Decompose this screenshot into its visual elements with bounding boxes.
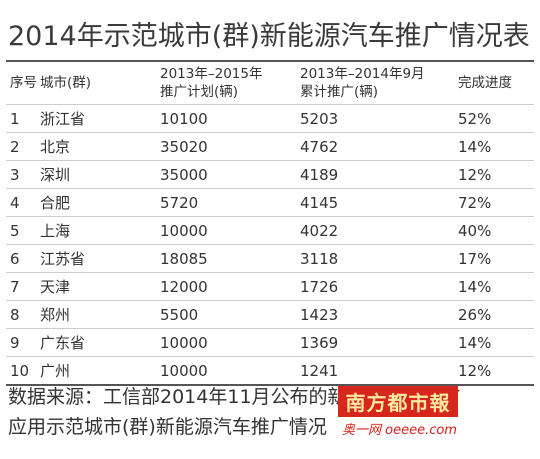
table-cell: 10000 — [160, 333, 208, 352]
header-cell: 2013年–2015年 推广计划(辆) — [160, 62, 262, 104]
watermark-site: 奥一网 oeeee.com — [338, 417, 458, 440]
source-line: 应用示范城市(群)新能源汽车推广情况 — [8, 416, 327, 438]
table-cell: 1423 — [300, 305, 339, 324]
table-cell: 52% — [458, 109, 492, 128]
table-cell: 2 — [10, 137, 20, 156]
table-cell: 3118 — [300, 249, 339, 268]
table-cell: 5203 — [300, 109, 339, 128]
header-text: 2013年–2014年9月 — [300, 66, 425, 82]
table-row: 2 北京 35020 4762 14% — [6, 132, 534, 160]
table-row: 10 广州 10000 1241 12% — [6, 356, 534, 384]
table-row: 1 浙江省 10100 5203 52% — [6, 104, 534, 132]
table-cell: 3 — [10, 165, 20, 184]
table-cell: 9 — [10, 333, 20, 352]
table-cell: 合肥 — [40, 193, 71, 212]
header-text: 城市(群) — [40, 75, 92, 91]
table-cell: 1726 — [300, 277, 339, 296]
table-cell: 26% — [458, 305, 492, 324]
table-cell: 1241 — [300, 361, 339, 380]
table-row: 7 天津 12000 1726 14% — [6, 272, 534, 300]
table-cell: 4 — [10, 193, 20, 212]
table-row: 6 江苏省 18085 3118 17% — [6, 244, 534, 272]
table-cell: 4189 — [300, 165, 339, 184]
table-cell: 10000 — [160, 221, 208, 240]
table-cell: 12000 — [160, 277, 208, 296]
table-cell: 江苏省 — [40, 249, 86, 268]
table-cell: 10000 — [160, 361, 208, 380]
table-cell: 广州 — [40, 361, 71, 380]
table-row: 3 深圳 35000 4189 12% — [6, 160, 534, 188]
header-cell: 城市(群) — [40, 62, 91, 104]
header-text: 推广计划(辆) — [160, 84, 239, 100]
table-cell: 1369 — [300, 333, 339, 352]
watermark: 南方都市報 奥一网 oeeee.com — [338, 386, 458, 440]
table-cell: 17% — [458, 249, 492, 268]
header-cell: 2013年–2014年9月 累计推广(辆) — [300, 62, 425, 104]
table-cell: 4022 — [300, 221, 339, 240]
header-text: 累计推广(辆) — [300, 84, 379, 100]
header-text: 完成进度 — [458, 75, 512, 91]
table-row: 5 上海 10000 4022 40% — [6, 216, 534, 244]
title: 2014年示范城市(群)新能源汽车推广情况表 — [8, 21, 530, 52]
table-cell: 12% — [458, 361, 492, 380]
header-row: 序号 城市(群) 2013年–2015年 推广计划(辆) 2013年–2014年9月 累计… — [6, 62, 534, 104]
table-cell: 1 — [10, 109, 20, 128]
table-cell: 35020 — [160, 137, 208, 156]
table-cell: 天津 — [40, 277, 71, 296]
table-cell: 5720 — [160, 193, 199, 212]
header-text: 序号 — [10, 75, 37, 91]
table-cell: 10 — [10, 361, 30, 380]
table-cell: 12% — [458, 165, 492, 184]
table-cell: 上海 — [40, 221, 71, 240]
table-cell: 8 — [10, 305, 20, 324]
table: 序号 城市(群) 2013年–2015年 推广计划(辆) 2013年–2014年9月 累计… — [6, 60, 534, 386]
table-cell: 4145 — [300, 193, 339, 212]
header-cell: 序号 — [10, 62, 37, 104]
table-cell: 郑州 — [40, 305, 71, 324]
table-cell: 深圳 — [40, 165, 71, 184]
table-row: 4 合肥 5720 4145 72% — [6, 188, 534, 216]
table-cell: 广东省 — [40, 333, 86, 352]
table-cell: 北京 — [40, 137, 71, 156]
table-cell: 5 — [10, 221, 20, 240]
watermark-brand: 南方都市報 — [338, 386, 458, 417]
table-cell: 4762 — [300, 137, 339, 156]
table-row: 9 广东省 10000 1369 14% — [6, 328, 534, 356]
table-cell: 14% — [458, 333, 492, 352]
table-cell: 7 — [10, 277, 20, 296]
table-cell: 浙江省 — [40, 109, 86, 128]
table-cell: 14% — [458, 137, 492, 156]
header-text: 2013年–2015年 — [160, 66, 263, 82]
table-cell: 35000 — [160, 165, 208, 184]
header-cell: 完成进度 — [458, 62, 512, 104]
table-cell: 18085 — [160, 249, 208, 268]
table-cell: 72% — [458, 193, 492, 212]
table-cell: 6 — [10, 249, 20, 268]
table-cell: 40% — [458, 221, 492, 240]
table-cell: 10100 — [160, 109, 208, 128]
table-cell: 14% — [458, 277, 492, 296]
table-cell: 5500 — [160, 305, 199, 324]
table-row: 8 郑州 5500 1423 26% — [6, 300, 534, 328]
